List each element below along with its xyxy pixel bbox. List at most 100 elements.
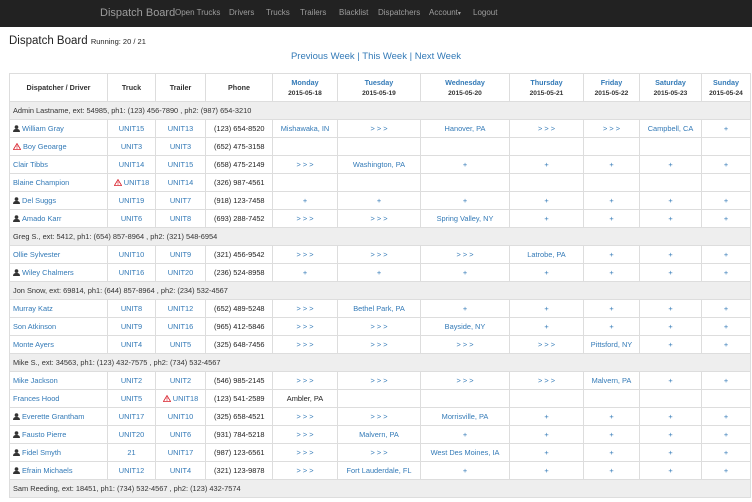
day-cell[interactable]: > > > — [272, 245, 338, 264]
truck[interactable]: UNIT3 — [120, 142, 143, 151]
truck[interactable]: UNIT15 — [118, 124, 145, 133]
trailer[interactable]: UNIT13 — [167, 124, 194, 133]
trailer[interactable]: UNIT10 — [167, 412, 194, 421]
driver-name[interactable]: William Gray — [22, 124, 64, 133]
day-cell[interactable]: Spring Valley, NY — [420, 209, 510, 228]
day-cell[interactable]: + — [701, 119, 751, 138]
day-cell[interactable]: + — [701, 443, 751, 462]
truck[interactable]: UNIT19 — [118, 196, 145, 205]
truck[interactable]: UNIT12 — [118, 466, 145, 475]
day-cell[interactable]: + — [583, 191, 640, 210]
day-cell[interactable]: > > > — [337, 443, 421, 462]
day-cell[interactable]: + — [509, 317, 584, 336]
trailer[interactable]: UNIT16 — [167, 322, 194, 331]
day-cell[interactable]: + — [701, 407, 751, 426]
trailer[interactable]: UNIT4 — [169, 466, 192, 475]
day-cell[interactable]: + — [420, 425, 510, 444]
driver-name[interactable]: Frances Hood — [13, 394, 60, 403]
driver-name[interactable]: Ollie Sylvester — [13, 250, 61, 259]
driver-name[interactable]: Blaine Champion — [13, 178, 70, 187]
day-cell[interactable]: + — [509, 407, 584, 426]
day-cell[interactable]: Campbell, CA — [639, 119, 702, 138]
day-cell[interactable]: + — [583, 299, 640, 318]
day-cell[interactable]: + — [509, 191, 584, 210]
day-cell[interactable]: West Des Moines, IA — [420, 443, 510, 462]
truck[interactable]: UNIT14 — [118, 160, 145, 169]
week-link[interactable]: Next Week — [414, 51, 462, 62]
trailer[interactable]: UNIT8 — [169, 214, 192, 223]
nav-item[interactable]: Open Trucks — [175, 8, 221, 17]
driver-name[interactable]: Wiley Chalmers — [22, 268, 74, 277]
truck[interactable]: UNIT16 — [118, 268, 145, 277]
driver-name[interactable]: Everette Grantham — [22, 412, 85, 421]
day-name[interactable]: Monday — [291, 78, 319, 87]
day-cell[interactable]: Fort Lauderdale, FL — [337, 461, 421, 480]
day-cell[interactable]: + — [639, 155, 702, 174]
day-cell[interactable]: + — [583, 155, 640, 174]
day-cell[interactable]: > > > — [337, 209, 421, 228]
day-cell[interactable]: + — [583, 209, 640, 228]
day-name[interactable]: Sunday — [713, 78, 739, 87]
day-cell[interactable]: > > > — [272, 155, 338, 174]
day-cell[interactable]: + — [583, 263, 640, 282]
trailer[interactable]: UNIT3 — [169, 142, 192, 151]
day-cell[interactable]: > > > — [420, 371, 510, 390]
truck[interactable]: UNIT10 — [118, 250, 145, 259]
day-cell[interactable]: + — [583, 317, 640, 336]
truck[interactable]: UNIT6 — [120, 214, 143, 223]
day-cell[interactable]: + — [639, 209, 702, 228]
day-cell[interactable]: > > > — [272, 407, 338, 426]
day-cell[interactable]: + — [509, 263, 584, 282]
day-cell[interactable]: + — [639, 425, 702, 444]
brand[interactable]: Dispatch Board — [100, 7, 176, 19]
day-cell[interactable]: + — [639, 443, 702, 462]
day-cell[interactable]: + — [583, 443, 640, 462]
day-cell[interactable]: > > > — [272, 209, 338, 228]
day-name[interactable]: Thursday — [530, 78, 563, 87]
trailer[interactable]: UNIT9 — [169, 250, 192, 259]
truck[interactable]: UNIT18 — [123, 178, 150, 187]
driver-name[interactable]: Murray Katz — [13, 304, 53, 313]
day-cell[interactable]: Pittsford, NY — [583, 335, 640, 354]
day-cell[interactable]: > > > — [272, 425, 338, 444]
driver-name[interactable]: Monte Ayers — [13, 340, 54, 349]
truck[interactable]: UNIT9 — [120, 322, 143, 331]
day-cell[interactable]: > > > — [420, 335, 510, 354]
day-cell[interactable]: > > > — [337, 119, 421, 138]
day-cell[interactable]: Mishawaka, IN — [272, 119, 338, 138]
day-name[interactable]: Tuesday — [364, 78, 394, 87]
day-cell[interactable]: + — [420, 299, 510, 318]
day-cell[interactable]: + — [639, 407, 702, 426]
day-cell[interactable]: Washington, PA — [337, 155, 421, 174]
day-cell[interactable]: + — [701, 425, 751, 444]
day-cell[interactable]: + — [583, 461, 640, 480]
truck[interactable]: 21 — [127, 448, 136, 457]
day-cell[interactable]: + — [337, 191, 421, 210]
day-cell[interactable]: Malvern, PA — [337, 425, 421, 444]
day-cell[interactable]: > > > — [337, 317, 421, 336]
day-cell[interactable]: > > > — [337, 371, 421, 390]
nav-item[interactable]: Trucks — [266, 8, 290, 17]
day-name[interactable]: Saturday — [655, 78, 686, 87]
day-cell[interactable]: Bethel Park, PA — [337, 299, 421, 318]
day-cell[interactable]: + — [420, 155, 510, 174]
day-cell[interactable]: > > > — [272, 443, 338, 462]
day-cell[interactable]: + — [583, 245, 640, 264]
day-cell[interactable]: + — [701, 155, 751, 174]
day-cell[interactable]: > > > — [509, 371, 584, 390]
day-cell[interactable]: > > > — [272, 371, 338, 390]
nav-item[interactable]: Blacklist — [339, 8, 369, 17]
truck[interactable]: UNIT8 — [120, 304, 143, 313]
truck[interactable]: UNIT20 — [118, 430, 145, 439]
day-cell[interactable]: + — [509, 209, 584, 228]
day-cell[interactable]: + — [701, 191, 751, 210]
day-cell[interactable]: Hanover, PA — [420, 119, 510, 138]
nav-item[interactable]: Account▾ — [429, 8, 461, 17]
day-cell[interactable]: + — [509, 425, 584, 444]
nav-item[interactable]: Drivers — [229, 8, 255, 17]
day-cell[interactable]: + — [420, 191, 510, 210]
trailer[interactable]: UNIT5 — [169, 340, 192, 349]
trailer[interactable]: UNIT17 — [167, 448, 194, 457]
day-cell[interactable]: > > > — [509, 335, 584, 354]
driver-name[interactable]: Amado Karr — [22, 214, 62, 223]
